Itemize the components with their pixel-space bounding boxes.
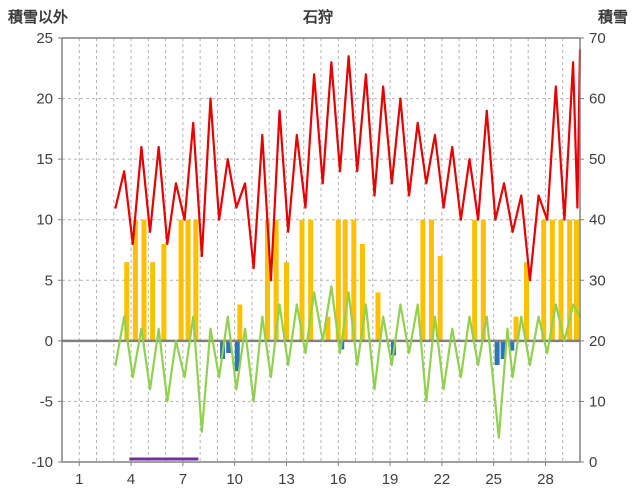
svg-text:25: 25	[36, 30, 53, 47]
right-axis-labels: 70 60 50 40 30 20 10 0	[580, 30, 606, 471]
svg-text:28: 28	[537, 471, 554, 488]
svg-text:16: 16	[330, 471, 347, 488]
svg-text:20: 20	[36, 91, 53, 108]
chart-title: 石狩	[302, 9, 333, 26]
plot-frame	[61, 37, 581, 463]
svg-text:19: 19	[382, 471, 399, 488]
svg-text:-10: -10	[31, 454, 53, 471]
yellow-bars	[124, 219, 580, 341]
svg-text:7: 7	[179, 471, 187, 488]
x-axis-labels: 1 4 7 10 13 16 19 22 25 28	[75, 462, 554, 488]
svg-text:1: 1	[75, 471, 83, 488]
right-axis-title: 積雪	[597, 9, 628, 26]
svg-text:15: 15	[36, 151, 53, 168]
svg-text:30: 30	[589, 272, 606, 289]
svg-text:22: 22	[434, 471, 451, 488]
svg-text:60: 60	[589, 91, 606, 108]
svg-text:20: 20	[589, 333, 606, 350]
svg-text:10: 10	[36, 212, 53, 229]
svg-text:-5: -5	[40, 393, 53, 410]
blue-bars	[220, 340, 515, 372]
svg-text:50: 50	[589, 151, 606, 168]
svg-text:13: 13	[278, 471, 295, 488]
x-gridlines	[78, 38, 564, 462]
svg-text:40: 40	[589, 212, 606, 229]
left-axis-title: 積雪以外	[8, 9, 69, 26]
svg-text:0: 0	[589, 454, 597, 471]
svg-text:10: 10	[226, 471, 243, 488]
red-line	[114, 49, 582, 282]
svg-text:5: 5	[45, 272, 53, 289]
svg-text:70: 70	[589, 30, 606, 47]
green-line	[114, 285, 582, 439]
left-axis-labels: 25 20 15 10 5 0 -5 -10	[31, 30, 62, 471]
svg-text:25: 25	[485, 471, 502, 488]
svg-text:0: 0	[45, 333, 53, 350]
svg-text:10: 10	[589, 393, 606, 410]
svg-text:4: 4	[127, 471, 135, 488]
